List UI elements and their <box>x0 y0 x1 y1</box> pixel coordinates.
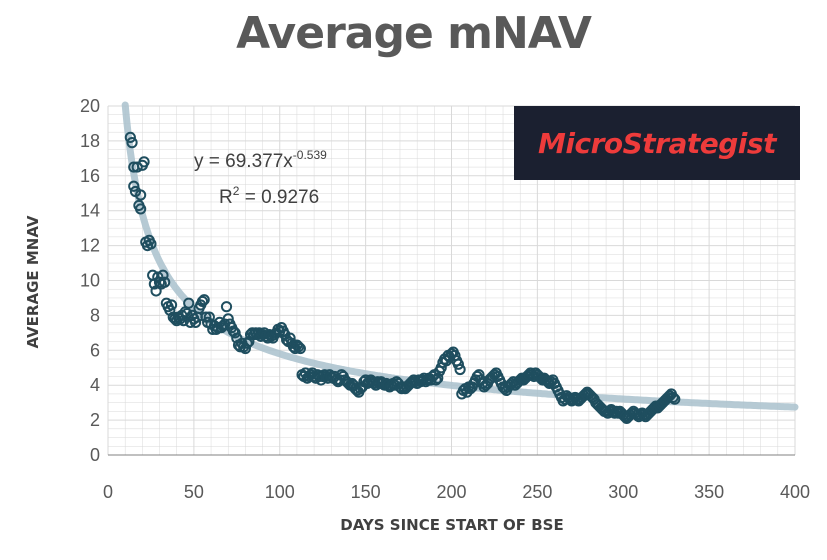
data-point <box>126 137 138 149</box>
data-point <box>542 376 554 388</box>
data-point <box>454 363 466 376</box>
data-point <box>203 311 215 323</box>
data-point <box>135 203 147 215</box>
data-point <box>189 316 202 328</box>
data-point <box>159 276 171 288</box>
x-tick-label: 50 <box>184 482 204 502</box>
data-point <box>200 311 212 323</box>
y-tick-label: 4 <box>90 375 100 395</box>
r2-superscript: 2 <box>233 184 240 198</box>
x-tick-labels: 0 50 100 150 200 250 300 350 400 <box>103 482 810 502</box>
data-point <box>229 327 241 339</box>
y-tick-label: 16 <box>80 166 100 186</box>
data-point <box>220 301 233 313</box>
x-tick-label: 350 <box>694 482 724 502</box>
chart-title: Average mNAV <box>236 8 592 59</box>
y-tick-label: 14 <box>80 201 100 221</box>
data-point <box>452 358 464 370</box>
r2-symbol: R <box>219 187 233 208</box>
logo-badge: MicroStrategist <box>514 106 800 180</box>
data-point <box>145 238 157 250</box>
y-tick-label: 10 <box>80 271 100 291</box>
x-tick-label: 0 <box>103 482 113 502</box>
y-tick-label: 6 <box>90 340 100 360</box>
r2-value: = 0.9276 <box>239 187 319 208</box>
y-tick-label: 8 <box>90 305 100 325</box>
data-point <box>138 156 150 168</box>
data-point <box>196 295 209 308</box>
data-point <box>293 341 305 353</box>
equation-exponent: -0.539 <box>293 148 327 162</box>
data-point <box>342 377 355 390</box>
y-tick-label: 12 <box>80 236 100 256</box>
x-axis-title: DAYS SINCE START OF BSE <box>340 516 563 534</box>
y-tick-label: 18 <box>80 131 100 151</box>
data-point <box>135 189 147 201</box>
y-tick-label: 0 <box>90 445 100 465</box>
data-point <box>432 372 444 384</box>
data-point <box>128 180 140 192</box>
y-tick-label: 20 <box>80 96 100 116</box>
data-point <box>667 391 679 404</box>
data-point <box>183 297 195 309</box>
data-point <box>157 269 169 281</box>
data-point <box>124 131 136 144</box>
data-points <box>124 131 681 424</box>
x-tick-label: 300 <box>608 482 638 502</box>
equation-base: y = 69.377x <box>194 151 293 172</box>
y-tick-labels: 0 2 4 6 8 10 12 14 16 18 20 <box>80 96 100 465</box>
r-squared-label: R2 = 0.9276 <box>219 184 319 208</box>
trendline-equation: y = 69.377x-0.539 <box>194 148 327 172</box>
x-tick-label: 200 <box>436 482 466 502</box>
x-tick-label: 250 <box>522 482 552 502</box>
logo-text: MicroStrategist <box>538 126 776 160</box>
y-tick-label: 2 <box>90 410 100 430</box>
data-point <box>198 294 210 306</box>
x-tick-label: 150 <box>351 482 381 502</box>
data-point <box>294 342 306 355</box>
data-point <box>669 393 681 405</box>
data-point <box>165 299 178 311</box>
x-tick-label: 400 <box>780 482 810 502</box>
data-point <box>131 161 143 173</box>
y-axis-title: AVERAGE MNAV <box>24 215 42 348</box>
x-tick-label: 100 <box>265 482 295 502</box>
